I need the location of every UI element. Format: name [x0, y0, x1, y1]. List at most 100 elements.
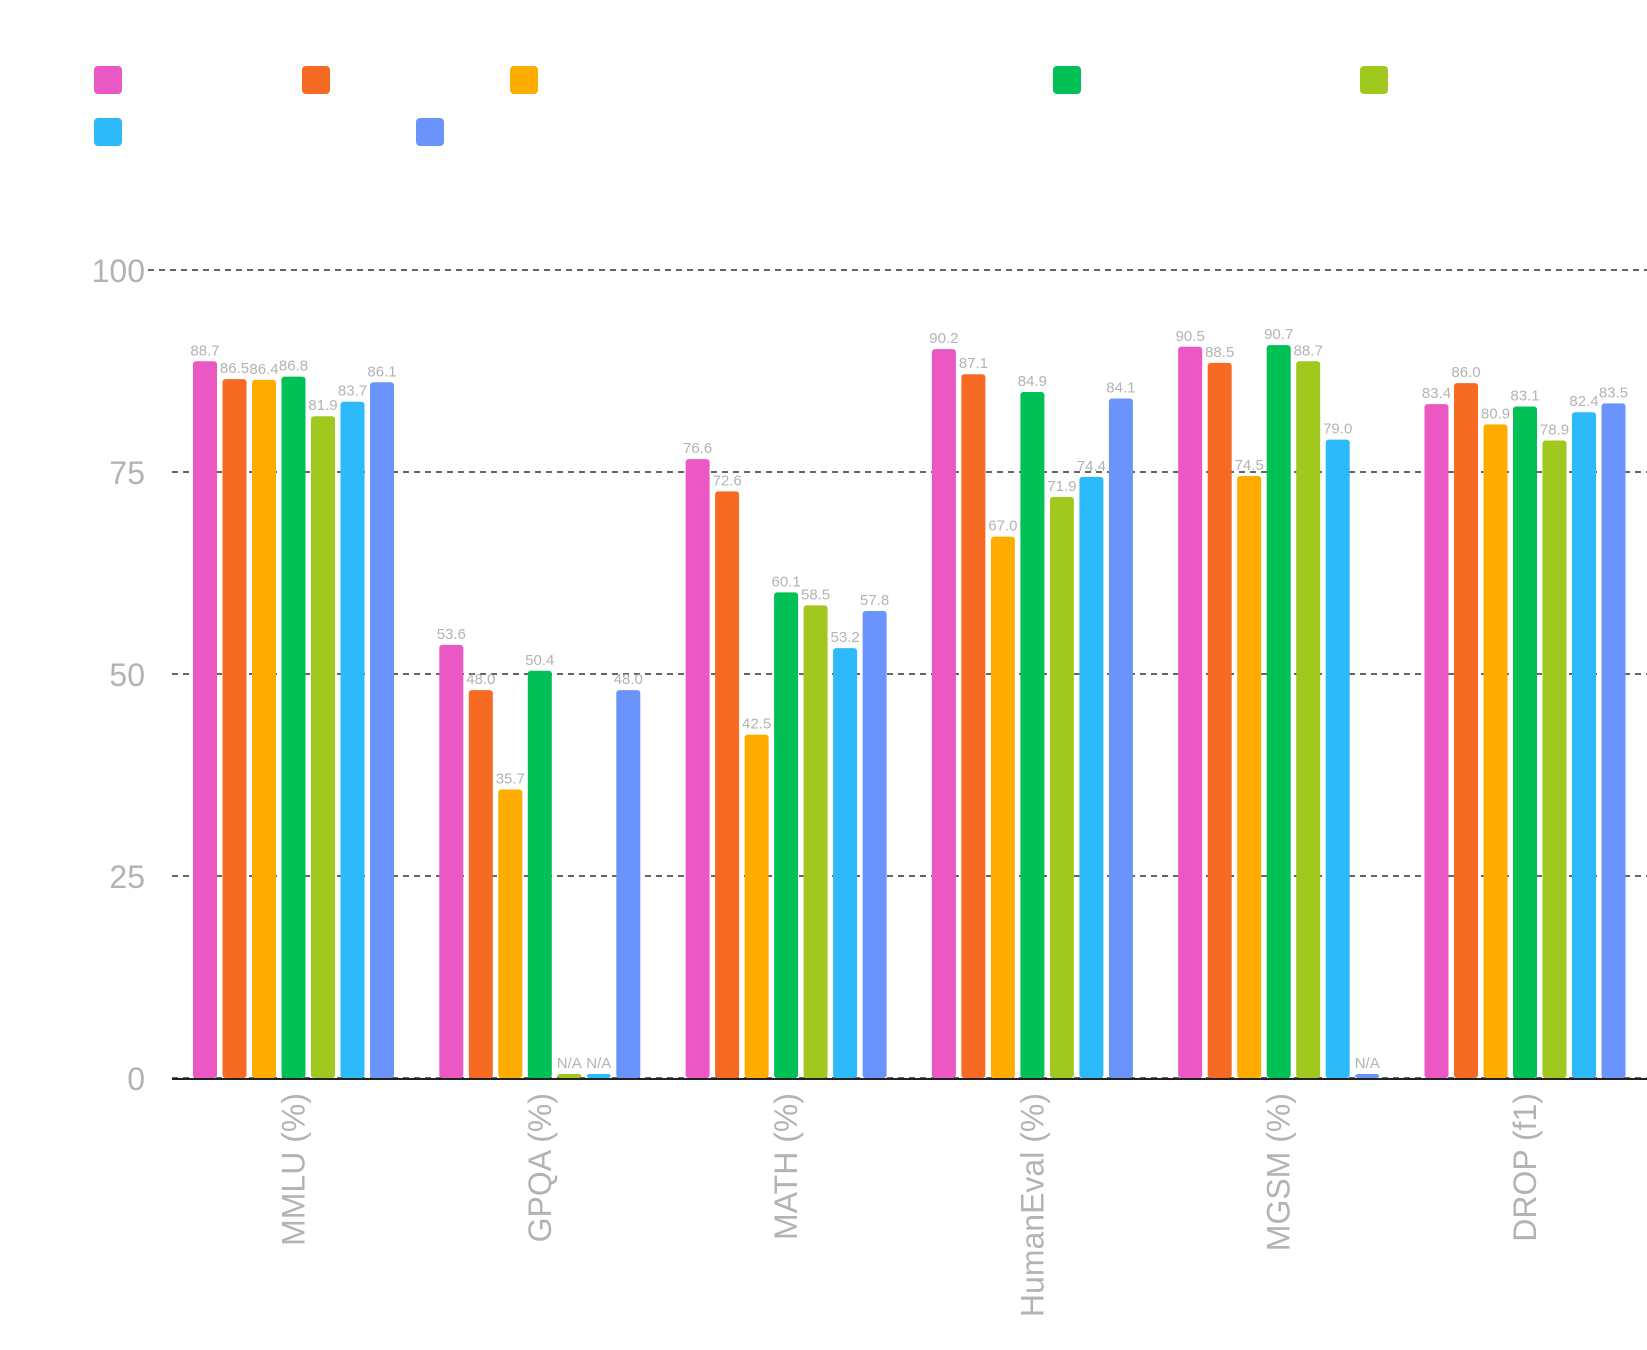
- legend-swatch: [510, 66, 538, 94]
- bar-value-label: 80.9: [1481, 405, 1510, 422]
- x-category-label: MMLU (%): [276, 1093, 312, 1246]
- bar: [1296, 361, 1321, 1079]
- bar: [281, 376, 306, 1078]
- bar-value-label: 88.5: [1205, 344, 1234, 361]
- bar: [1266, 345, 1291, 1078]
- y-tick-label: 25: [109, 859, 145, 895]
- bar-value-label: 74.5: [1235, 457, 1264, 474]
- legend-swatch: [94, 66, 122, 94]
- bar-value-label: 50.4: [525, 652, 554, 669]
- bar-value-label: 81.9: [308, 397, 337, 414]
- legend-swatch: [94, 118, 122, 146]
- bar: [862, 610, 887, 1078]
- bar-value-label: 86.8: [279, 358, 308, 375]
- bar-value-label: N/A: [557, 1055, 582, 1072]
- bar: [1355, 1074, 1380, 1078]
- bar-value-label: 83.1: [1510, 388, 1539, 405]
- bar: [1079, 476, 1104, 1078]
- bar: [685, 459, 710, 1078]
- bar-value-label: 90.2: [929, 330, 958, 347]
- bar: [439, 644, 464, 1078]
- legend-swatch: [1360, 66, 1388, 94]
- legend-item: [510, 66, 548, 94]
- x-category-label: MATH (%): [768, 1093, 804, 1240]
- bar-value-label: 84.1: [1106, 379, 1135, 396]
- bar: [193, 361, 217, 1079]
- bar: [498, 789, 523, 1078]
- bar-value-label: N/A: [586, 1055, 611, 1072]
- bar: [1020, 392, 1045, 1078]
- bar-value-label: 86.1: [367, 363, 396, 380]
- x-category-label: MGSM (%): [1261, 1093, 1297, 1251]
- bar: [311, 416, 335, 1078]
- bar-value-label: 83.4: [1422, 385, 1451, 402]
- bar: [1542, 440, 1567, 1078]
- legend-swatch: [302, 66, 330, 94]
- bar-value-label: 83.5: [1599, 384, 1628, 401]
- bar: [744, 734, 769, 1078]
- bar: [527, 670, 552, 1078]
- legend-swatch: [416, 118, 444, 146]
- x-category-label: DROP (f1): [1507, 1093, 1543, 1242]
- bar-value-label: 53.6: [437, 626, 466, 643]
- bar: [1178, 346, 1203, 1078]
- bar-value-label: 86.4: [249, 361, 278, 378]
- bar-value-label: 60.1: [771, 573, 800, 590]
- bar-value-label: 48.0: [466, 671, 495, 688]
- y-tick-label: 100: [92, 253, 145, 289]
- bar-value-label: 53.2: [830, 629, 859, 646]
- bar: [1207, 362, 1232, 1078]
- bar-value-label: 48.0: [614, 671, 643, 688]
- bar-value-label: 79.0: [1323, 421, 1352, 438]
- legend-item: [1360, 66, 1398, 94]
- bar: [468, 690, 493, 1078]
- bar-value-label: 71.9: [1047, 478, 1076, 495]
- bar-value-label: 87.1: [959, 355, 988, 372]
- bar: [340, 401, 365, 1079]
- bar: [1483, 424, 1508, 1078]
- bar: [1325, 439, 1350, 1078]
- bar: [1049, 497, 1074, 1079]
- legend-swatch: [1053, 66, 1081, 94]
- bar-value-label: 58.5: [801, 586, 830, 603]
- legend-item: [1053, 66, 1091, 94]
- bar: [931, 349, 956, 1079]
- legend-item: [302, 66, 340, 94]
- bar-value-label: 82.4: [1569, 393, 1598, 410]
- bar-value-label: 67.0: [988, 518, 1017, 535]
- bar: [1601, 403, 1626, 1078]
- bar: [370, 382, 394, 1078]
- bar: [557, 1074, 582, 1078]
- bar-value-label: 57.8: [860, 592, 889, 609]
- y-tick-label: 75: [109, 455, 145, 491]
- bar: [1572, 412, 1596, 1078]
- legend: [0, 0, 1647, 160]
- bar: [833, 648, 858, 1078]
- bar-value-label: 42.5: [742, 716, 771, 733]
- bar-value-label: 35.7: [496, 771, 525, 788]
- bar-value-label: 84.9: [1018, 373, 1047, 390]
- bar-value-label: 78.9: [1540, 421, 1569, 438]
- bar: [774, 592, 799, 1078]
- bar: [1454, 383, 1478, 1078]
- bar-value-label: 86.0: [1451, 364, 1480, 381]
- bar: [252, 379, 276, 1078]
- bar-value-label: 83.7: [338, 383, 367, 400]
- bar: [1424, 404, 1449, 1078]
- bar: [961, 374, 986, 1078]
- bar: [1513, 406, 1537, 1078]
- bar: [1108, 398, 1133, 1078]
- bar-value-label: 90.5: [1176, 328, 1205, 345]
- x-category-label: GPQA (%): [522, 1093, 558, 1242]
- bar-value-label: 90.7: [1264, 326, 1293, 343]
- bar: [803, 605, 828, 1078]
- bar-value-label: 72.6: [712, 472, 741, 489]
- bar: [715, 491, 740, 1079]
- bar-value-label: 74.4: [1077, 458, 1106, 475]
- legend-item: [94, 66, 132, 94]
- legend-item: [94, 118, 132, 146]
- bar: [586, 1074, 611, 1078]
- legend-item: [416, 118, 454, 146]
- bar: [616, 690, 641, 1078]
- y-tick-label: 50: [109, 657, 145, 693]
